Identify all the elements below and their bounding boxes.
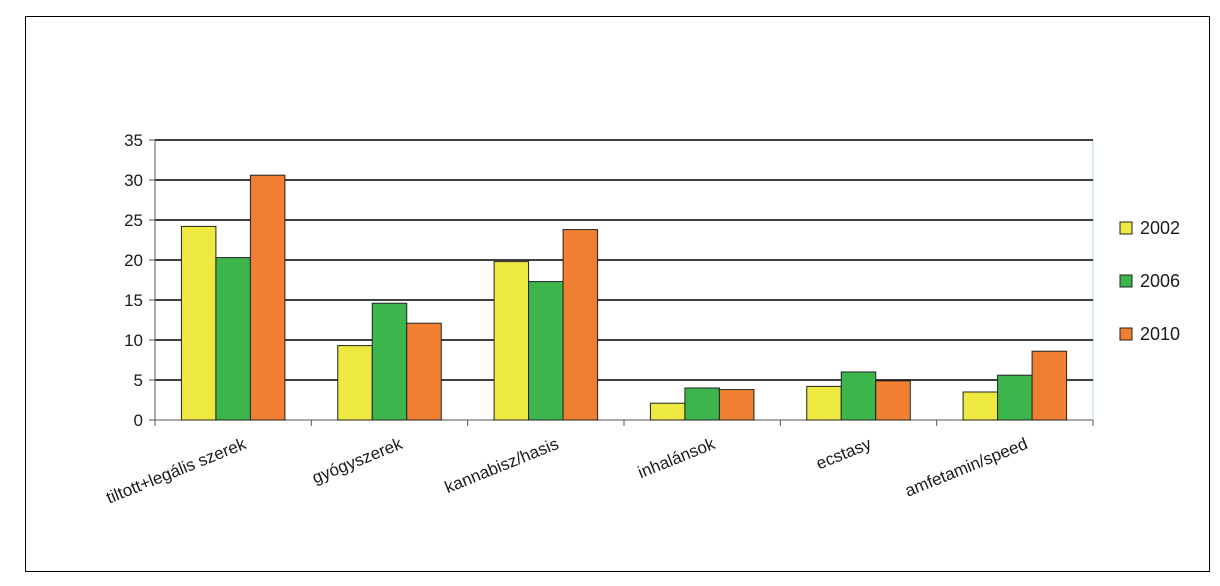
y-tick-label: 10 — [124, 331, 143, 350]
x-category-label: inhalánsok — [635, 434, 718, 482]
bar-2010-5 — [1031, 350, 1068, 421]
plot-area — [154, 139, 1094, 421]
bars — [180, 174, 1068, 421]
x-category-label: tiltott+legális szerek — [104, 434, 250, 508]
legend: 2002 2006 2010 — [1119, 218, 1180, 344]
plot-border — [154, 139, 1094, 421]
bar-2002-0 — [180, 225, 217, 421]
y-tick-label: 0 — [134, 411, 143, 430]
y-tick-label: 15 — [124, 291, 143, 310]
bar-2002-1 — [337, 345, 373, 421]
legend-label: 2002 — [1140, 218, 1180, 238]
bar-2006-3 — [684, 387, 720, 421]
bar-2010-0 — [249, 174, 286, 421]
bar-2010-3 — [718, 389, 755, 421]
bar-2006-4 — [840, 371, 877, 421]
bar-2010-4 — [875, 380, 911, 421]
bar-2006-2 — [528, 281, 564, 421]
y-tick-label: 5 — [134, 371, 143, 390]
bar-2010-1 — [406, 322, 442, 421]
bar-2006-1 — [371, 302, 408, 421]
x-category-label: kannabisz/hasis — [442, 434, 561, 497]
y-tick-label: 25 — [124, 211, 143, 230]
bar-2006-5 — [997, 374, 1033, 421]
y-axis: 0 5 10 15 20 25 30 35 — [124, 131, 156, 430]
x-category-label: gyógyszerek — [309, 434, 405, 488]
legend-label: 2010 — [1140, 324, 1180, 344]
bar-2002-4 — [806, 385, 842, 421]
bar-2002-3 — [649, 402, 686, 421]
y-tick-label: 30 — [124, 171, 143, 190]
legend-label: 2006 — [1140, 271, 1180, 291]
x-axis: tiltott+legális szerek gyógyszerek kannabi… — [104, 419, 1094, 508]
bar-2010-2 — [562, 229, 599, 421]
bar-2002-2 — [493, 261, 530, 421]
legend-swatch-2006 — [1119, 274, 1133, 288]
x-category-label: amfetamin/speed — [902, 434, 1030, 500]
x-category-label: ecstasy — [813, 434, 874, 473]
bar-2006-0 — [215, 257, 251, 421]
bar-2002-5 — [962, 391, 999, 421]
legend-swatch-2002 — [1119, 221, 1133, 235]
y-tick-label: 20 — [124, 251, 143, 270]
y-tick-label: 35 — [124, 131, 143, 150]
legend-swatch-2010 — [1119, 327, 1133, 341]
